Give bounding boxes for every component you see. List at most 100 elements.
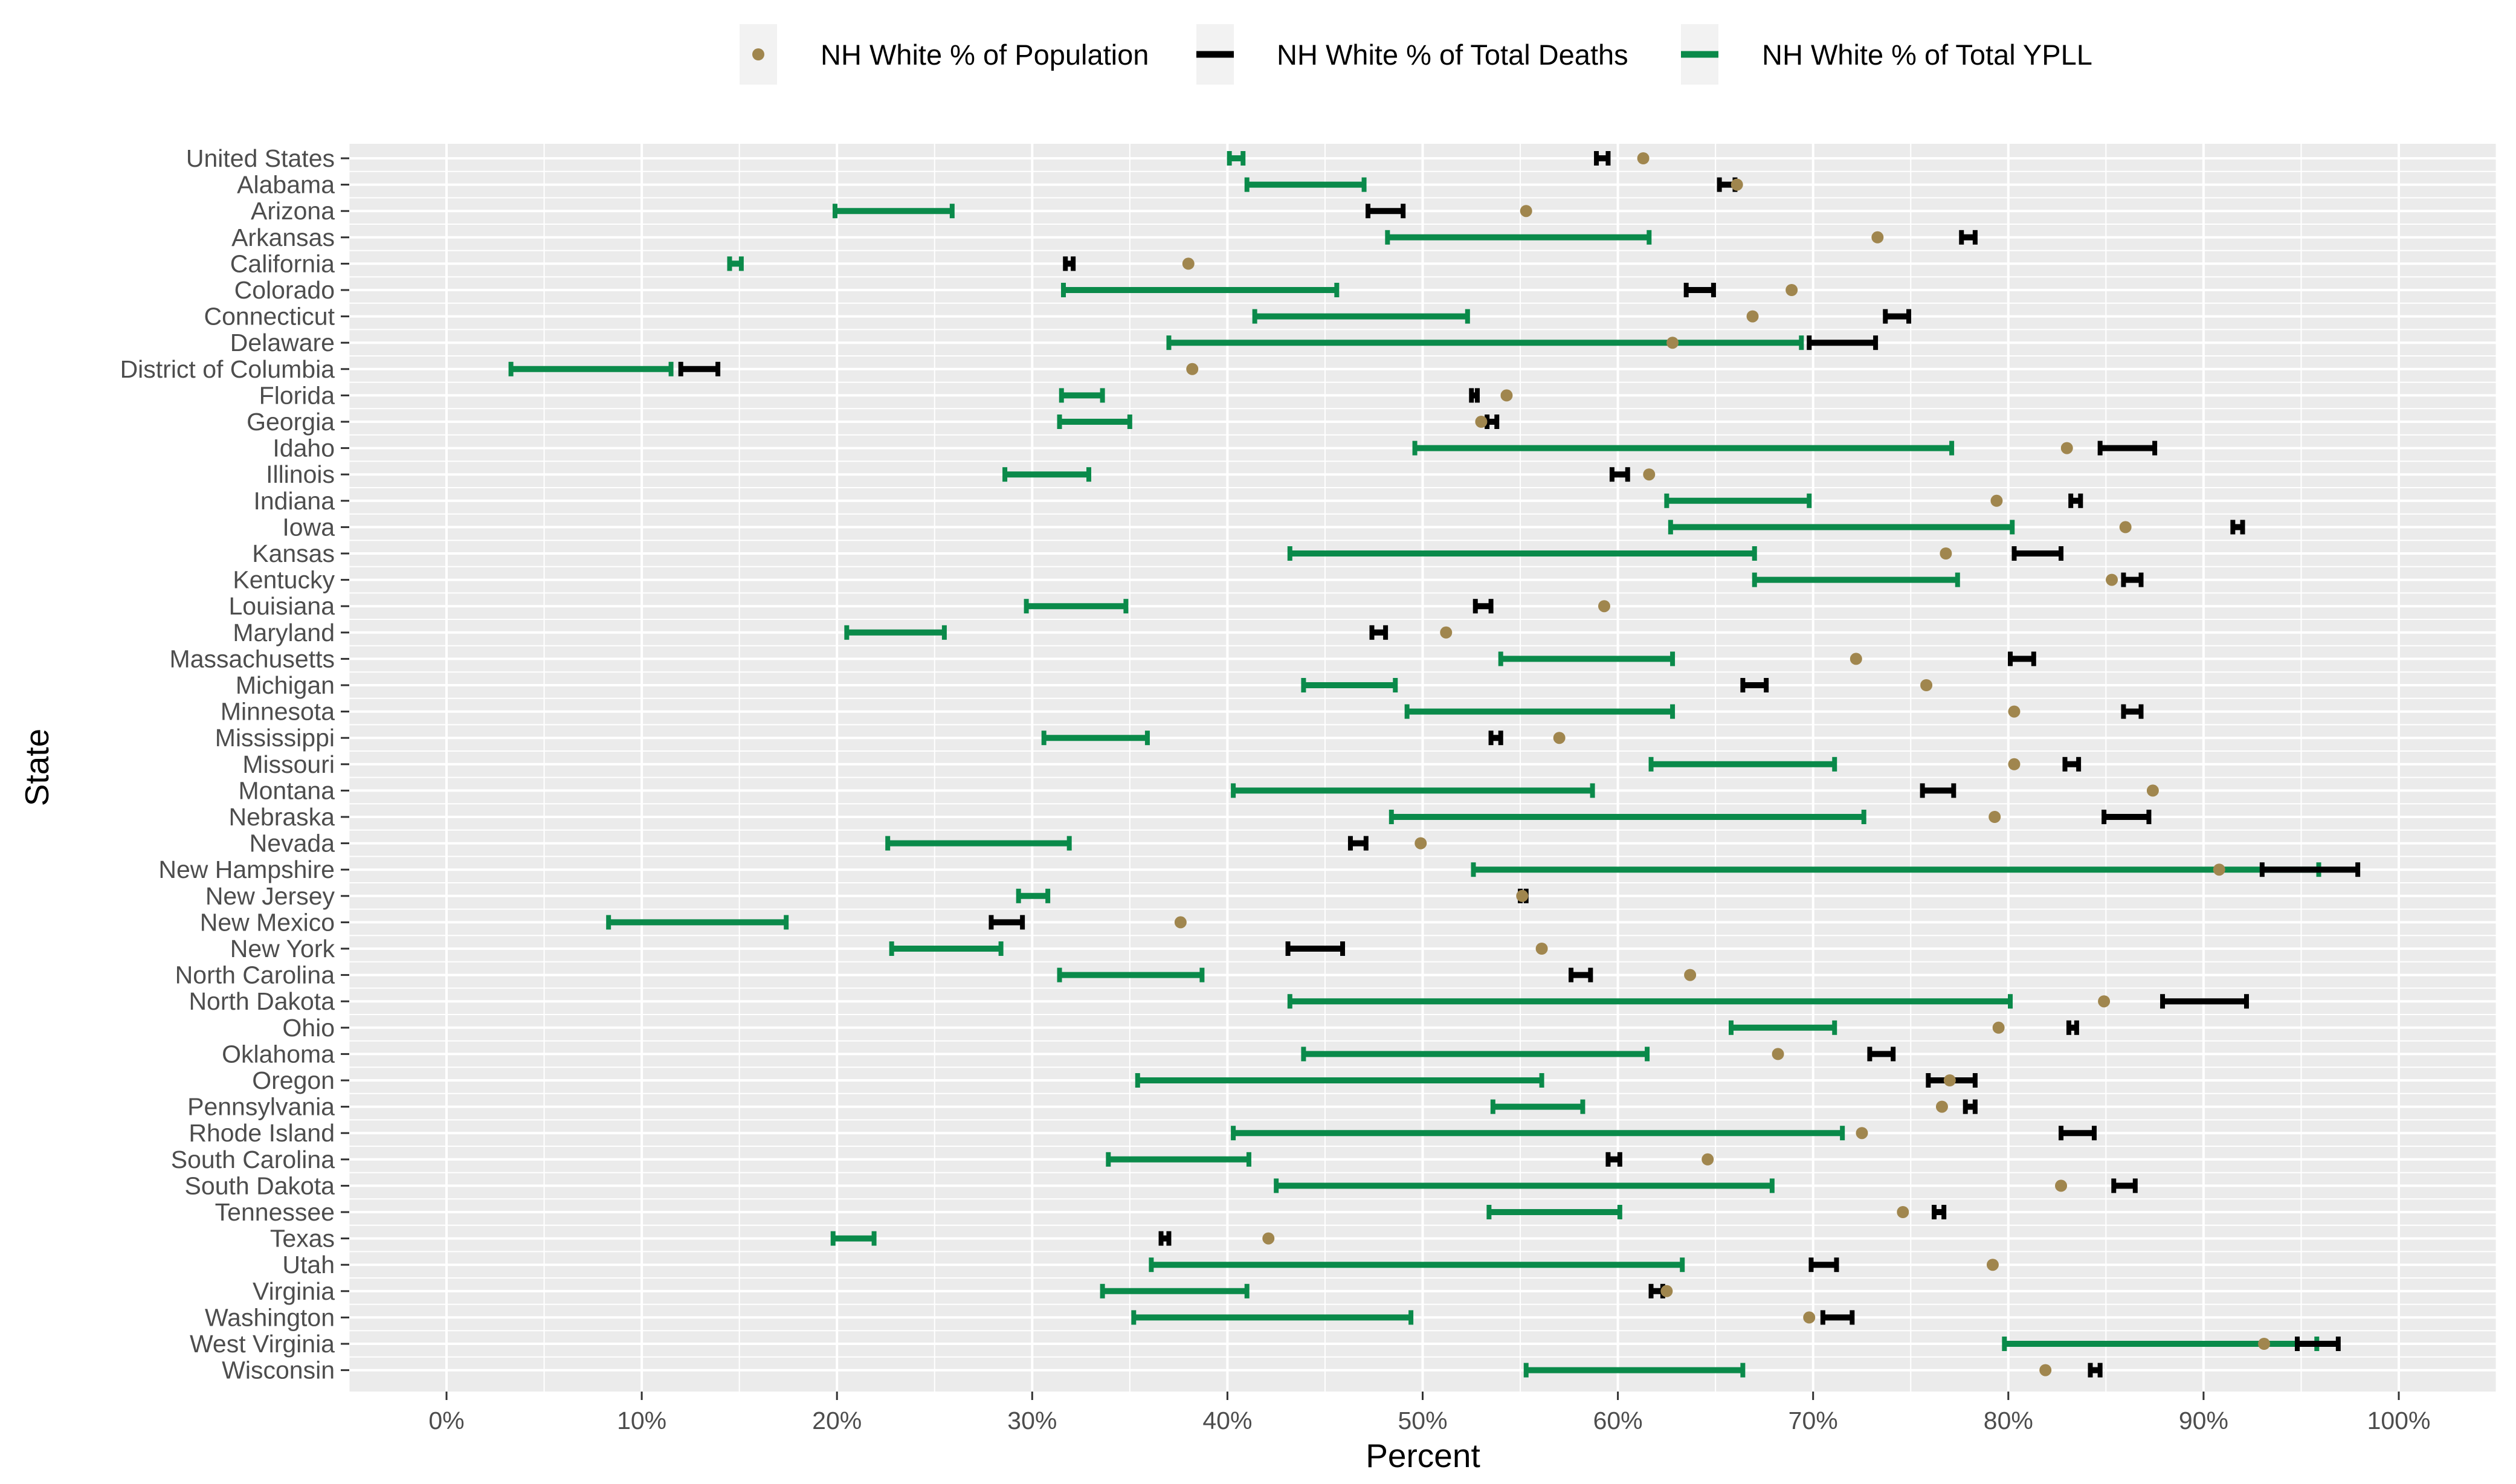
population-point	[1520, 205, 1532, 218]
y-tick-label: North Carolina	[175, 961, 335, 989]
y-tick-label: Utah	[282, 1251, 335, 1279]
y-tick-label: California	[230, 250, 335, 277]
y-tick-label: Arkansas	[231, 224, 335, 251]
population-point	[2055, 1179, 2068, 1192]
y-axis: United StatesAlabamaArizonaArkansasCalif…	[120, 144, 349, 1384]
population-point	[1475, 416, 1488, 428]
y-tick-label: Washington	[205, 1303, 335, 1331]
population-point	[2106, 573, 2118, 586]
legend-point-population	[752, 48, 764, 60]
y-tick-label: District of Columbia	[120, 355, 335, 383]
y-tick-label: West Virginia	[190, 1330, 335, 1358]
population-point	[1637, 152, 1650, 164]
population-point	[1803, 1311, 1816, 1324]
y-tick-label: New Jersey	[205, 882, 335, 910]
population-point	[1666, 337, 1679, 349]
y-tick-label: Pennsylvania	[187, 1093, 335, 1121]
y-tick-label: United States	[186, 144, 335, 172]
population-point	[1440, 626, 1453, 639]
y-tick-label: Michigan	[236, 671, 335, 699]
x-tick-label: 60%	[1593, 1407, 1643, 1434]
population-point	[1990, 494, 2003, 507]
population-point	[1989, 811, 2001, 823]
population-point	[1684, 969, 1697, 981]
y-axis-title: State	[18, 729, 56, 806]
y-tick-label: Texas	[270, 1225, 335, 1253]
population-point	[1746, 310, 1759, 323]
population-point	[2258, 1338, 2271, 1350]
x-tick-label: 90%	[2179, 1407, 2228, 1434]
y-tick-label: Delaware	[230, 329, 335, 356]
y-tick-label: Connecticut	[204, 303, 335, 331]
x-tick-label: 10%	[617, 1407, 666, 1434]
y-tick-label: Tennessee	[215, 1198, 335, 1226]
y-tick-label: Kentucky	[233, 566, 335, 594]
y-tick-label: Alabama	[237, 171, 335, 199]
y-tick-label: South Carolina	[171, 1146, 335, 1173]
population-point	[1731, 178, 1743, 191]
population-point	[1992, 1021, 2005, 1034]
y-tick-label: New Mexico	[200, 908, 335, 936]
y-tick-label: New Hampshire	[158, 856, 335, 883]
legend-label-population: NH White % of Population	[821, 39, 1149, 71]
x-axis: 0% 10% 20% 30% 40% 50% 60% 70% 80% 90% 100%	[428, 1392, 2430, 1434]
population-point	[1850, 653, 1862, 665]
y-tick-label: Montana	[238, 776, 335, 804]
population-point	[1986, 1259, 1999, 1271]
population-point	[2008, 705, 2021, 718]
y-tick-label: Iowa	[282, 513, 335, 541]
series-ypll	[508, 151, 2321, 1378]
population-point	[1660, 1285, 1673, 1297]
population-point	[2008, 758, 2021, 770]
y-tick-label: South Dakota	[185, 1172, 335, 1199]
legend: NH White % of Population NH White % of T…	[740, 24, 2092, 85]
population-point	[1772, 1048, 1784, 1060]
population-point	[2098, 995, 2111, 1008]
y-tick-label: Rhode Island	[189, 1119, 335, 1147]
y-tick-label: Missouri	[242, 750, 335, 778]
population-point	[1940, 547, 1952, 560]
population-point	[1553, 732, 1566, 744]
population-point	[1935, 1100, 1948, 1113]
legend-label-deaths: NH White % of Total Deaths	[1277, 39, 1628, 71]
population-point	[1785, 284, 1798, 296]
x-axis-title: Percent	[1366, 1437, 1480, 1474]
x-tick-label: 80%	[1984, 1407, 2033, 1434]
population-point	[1500, 389, 1513, 402]
population-point	[1516, 889, 1529, 902]
y-tick-label: Arizona	[251, 197, 335, 225]
population-point	[2213, 863, 2225, 876]
population-point	[1643, 468, 1656, 481]
x-tick-label: 30%	[1007, 1407, 1057, 1434]
x-tick-label: 20%	[812, 1407, 862, 1434]
y-tick-label: Oregon	[252, 1066, 335, 1094]
series-deaths	[678, 151, 2361, 1378]
y-tick-label: Mississippi	[215, 724, 335, 752]
x-tick-label: 50%	[1398, 1407, 1447, 1434]
y-tick-label: Minnesota	[221, 698, 335, 726]
y-tick-label: North Dakota	[189, 987, 335, 1015]
population-point	[2039, 1364, 2052, 1376]
y-tick-label: Oklahoma	[222, 1040, 335, 1068]
population-point	[1414, 837, 1427, 850]
population-point	[1174, 916, 1187, 929]
y-tick-label: Massachusetts	[170, 645, 335, 673]
population-point	[1943, 1074, 1956, 1086]
series-population	[1174, 152, 2271, 1376]
population-point	[1186, 363, 1199, 375]
y-tick-label: Nebraska	[229, 803, 335, 831]
y-tick-label: New York	[230, 935, 335, 963]
population-point	[1182, 257, 1195, 270]
y-tick-label: Nevada	[250, 830, 335, 857]
y-tick-label: Georgia	[247, 408, 335, 436]
population-point	[1535, 943, 1548, 955]
population-point	[1598, 600, 1610, 613]
y-tick-label: Ohio	[282, 1014, 335, 1042]
population-point	[1702, 1153, 1714, 1166]
x-tick-label: 70%	[1789, 1407, 1838, 1434]
y-tick-label: Louisiana	[228, 592, 335, 620]
y-tick-label: Florida	[259, 381, 335, 409]
y-tick-label: Illinois	[266, 460, 335, 488]
y-tick-label: Idaho	[273, 434, 335, 462]
